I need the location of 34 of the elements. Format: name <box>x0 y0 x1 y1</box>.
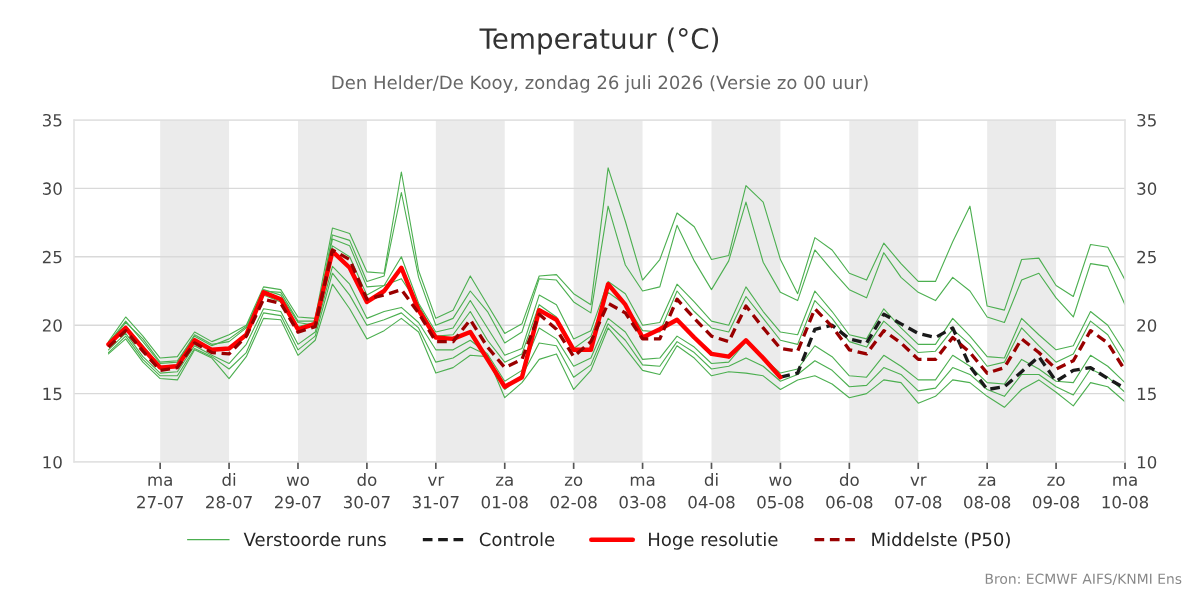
y2-tick-label: 25 <box>1137 250 1156 264</box>
y-tick-label: 10 <box>43 455 62 469</box>
y-tick-label: 20 <box>42 319 62 332</box>
y2-tick-label: 30 <box>1137 182 1157 195</box>
x-tick-label: za 01-08 <box>481 476 528 509</box>
y-tick-label: 35 <box>42 113 62 127</box>
y2-tick-label: 20 <box>1137 319 1157 332</box>
y2-tick-label: 15 <box>1137 387 1156 401</box>
chart-title: Temperatuur (°C) <box>479 27 719 55</box>
x-tick-label: do 30-07 <box>343 473 390 509</box>
x-tick-label: zo 02-08 <box>550 476 597 509</box>
x-tick-label: zo 09-08 <box>1032 476 1080 509</box>
y-tick-label: 25 <box>42 250 62 264</box>
x-tick-label: wo 29-07 <box>274 476 321 509</box>
y2-tick-label: 35 <box>1137 113 1156 127</box>
x-tick-label: do 06-08 <box>826 473 873 509</box>
text: Bron: ECMWF AIFS/KNMI Ens <box>985 573 1182 586</box>
y2-tick-label: 10 <box>1137 455 1157 469</box>
x-tick-label: di 04-08 <box>688 473 735 509</box>
x-tick-label: ma 27-07 <box>137 476 183 509</box>
legend-label: Middelste (P50) <box>872 532 1010 549</box>
x-tick-label: ma 03-08 <box>619 476 666 509</box>
x-tick-label: ma 10-08 <box>1102 476 1149 509</box>
x-tick-label: za 08-08 <box>964 476 1011 509</box>
legend-label: Controle <box>479 532 555 547</box>
y-tick-label: 15 <box>43 387 62 401</box>
x-tick-label: vr 31-07 <box>412 476 459 509</box>
x-tick-label: di 28-07 <box>206 473 252 509</box>
legend-label: Verstoorde runs <box>243 532 386 547</box>
x-tick-label: vr 07-08 <box>895 476 942 509</box>
y-tick-label: 30 <box>42 182 62 195</box>
chart-subtitle: Den Helder/De Kooy, zondag 26 juli 2026 (Versie zo 00 uur) <box>332 75 868 93</box>
x-tick-label: wo 05-08 <box>757 476 804 509</box>
legend-label: Hoge resolutie <box>649 532 778 550</box>
